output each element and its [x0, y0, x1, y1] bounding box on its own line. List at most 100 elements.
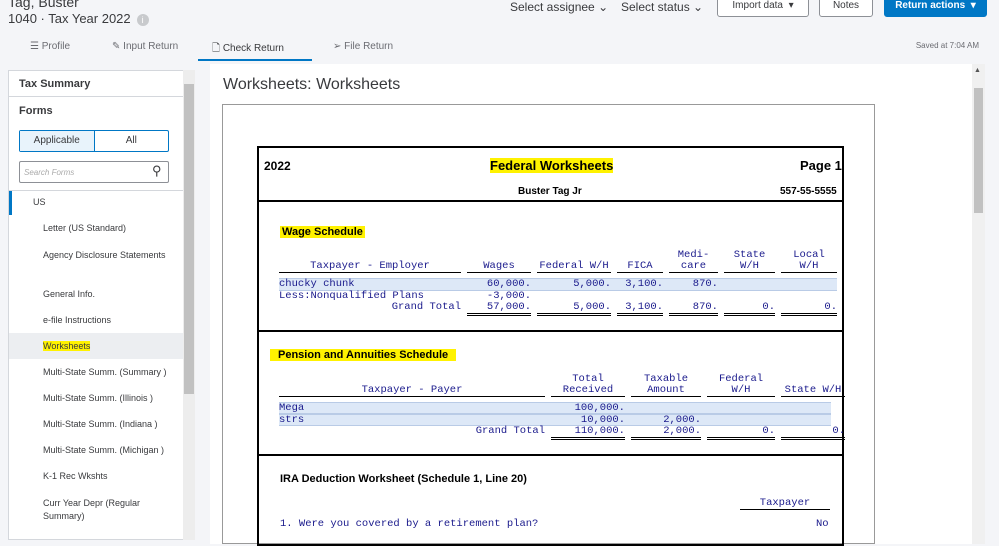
- divider: [257, 200, 844, 202]
- tax-summary-link[interactable]: Tax Summary: [19, 78, 91, 90]
- all-toggle[interactable]: All: [125, 135, 137, 146]
- applicable-toggle[interactable]: Applicable: [20, 131, 95, 151]
- col-header: Total Received: [551, 374, 625, 397]
- tab-profile[interactable]: ☰ Profile: [30, 41, 70, 61]
- cell: 0.: [707, 426, 775, 440]
- list-icon: ☰: [30, 41, 42, 52]
- saved-status: Saved at 7:04 AM: [915, 41, 979, 50]
- tab-check-return[interactable]: 🗋 Check Return: [198, 41, 312, 61]
- grand-total-row: Grand Total 57,000. 5,000. 3,100. 870. 0…: [279, 302, 837, 316]
- sidebar-item[interactable]: Letter (US Standard): [43, 223, 127, 233]
- cell: 3,100.: [617, 302, 663, 316]
- cell: [781, 415, 845, 425]
- col-header: Local W/H: [781, 250, 837, 273]
- client-name: Tag, Buster: [8, 0, 79, 10]
- cell: 870.: [669, 302, 718, 316]
- sidebar-scroll-thumb[interactable]: [184, 84, 194, 394]
- sidebar-item-label: Worksheets: [43, 341, 91, 351]
- doc-page: Page 1: [800, 158, 842, 173]
- sidebar-item[interactable]: Agency Disclosure Statements: [43, 250, 166, 260]
- sidebar-item[interactable]: Multi-State Summ. (Indiana ): [43, 419, 158, 429]
- pension-table: Taxpayer - Payer Total Received Taxable …: [279, 374, 845, 440]
- forms-heading: Forms: [19, 105, 53, 117]
- divider: [257, 454, 844, 456]
- send-icon: ➢: [333, 41, 345, 52]
- cell: 100,000.: [574, 402, 625, 414]
- status-select[interactable]: Select status ⌄: [621, 0, 703, 14]
- cell: [781, 403, 845, 413]
- wage-schedule-title: Wage Schedule: [280, 226, 365, 238]
- import-data-button[interactable]: Import data ▾: [717, 0, 809, 17]
- return-actions-label: Return actions: [895, 0, 966, 11]
- search-icon[interactable]: ⚲: [152, 163, 162, 178]
- cell: [724, 279, 781, 290]
- pension-schedule-title: Pension and Annuities Schedule: [270, 349, 457, 361]
- return-actions-button[interactable]: Return actions ▾: [884, 0, 987, 17]
- status-label: Select status: [621, 0, 690, 14]
- search-forms-input[interactable]: Search Forms: [19, 161, 169, 183]
- cell: [707, 403, 781, 413]
- cell: 0.: [781, 302, 837, 316]
- tab-label: File Return: [344, 41, 394, 52]
- import-label: Import data: [732, 0, 783, 11]
- taxpayer-name: Buster Tag Jr: [518, 186, 582, 197]
- tab-file-return[interactable]: ➢ File Return: [333, 41, 393, 61]
- scroll-up-icon[interactable]: ▲: [974, 67, 981, 74]
- cell: 5,000.: [537, 302, 611, 316]
- main-scroll-thumb[interactable]: [974, 88, 983, 213]
- cell: 60,000.: [486, 278, 531, 290]
- sidebar-item[interactable]: Multi-State Summ. (Michigan ): [43, 445, 165, 455]
- cell: 10,000.: [580, 414, 625, 426]
- cell: 5,000.: [573, 278, 611, 290]
- wage-table: Taxpayer - Employer Wages Federal W/H FI…: [279, 250, 837, 316]
- sidebar-item[interactable]: General Info.: [43, 289, 96, 299]
- col-header: Taxable Amount: [631, 374, 701, 397]
- active-indicator: [9, 191, 12, 215]
- cell: Mega: [279, 402, 305, 414]
- cell: Grand Total: [475, 425, 545, 437]
- cell: 3,100.: [625, 278, 663, 290]
- tab-input-return[interactable]: ✎ Input Return: [112, 41, 178, 61]
- cell: 0.: [724, 302, 775, 316]
- return-info: 1040 · Tax Year 2022 i: [8, 11, 149, 26]
- ira-col-header: Taxpayer: [740, 497, 830, 510]
- chevron-down-icon: ⌄: [693, 0, 704, 14]
- tab-label: Profile: [41, 41, 71, 52]
- chevron-down-icon: ⌄: [598, 0, 609, 14]
- caret-down-icon: ▾: [788, 0, 794, 11]
- table-row: Less:Nonqualified Plans -3,000.: [279, 291, 837, 302]
- grand-total-row: Grand Total 110,000. 2,000. 0. 0.: [279, 425, 845, 440]
- group-us[interactable]: US: [33, 197, 46, 207]
- page-title: Worksheets: Worksheets: [223, 76, 401, 93]
- col-header: Taxpayer - Employer: [279, 261, 461, 273]
- doc-heading: Federal Worksheets: [490, 158, 614, 173]
- assignee-select[interactable]: Select assignee ⌄: [510, 0, 608, 14]
- notes-button[interactable]: Notes: [819, 0, 873, 17]
- worksheet-box: [257, 146, 844, 546]
- pencil-icon: ✎: [112, 41, 124, 52]
- sidebar-item[interactable]: Multi-State Summ. (Summary ): [43, 367, 167, 377]
- sidebar-item-worksheets[interactable]: Worksheets: [9, 333, 183, 359]
- cell: -3,000.: [486, 290, 531, 302]
- ira-question-1: 1. Were you covered by a retirement plan…: [280, 518, 539, 530]
- cell: Less:Nonqualified Plans: [279, 290, 424, 302]
- info-icon[interactable]: i: [136, 13, 149, 26]
- cell: 110,000.: [551, 426, 625, 440]
- sidebar-item[interactable]: Multi-State Summ. (Illinois ): [43, 393, 154, 403]
- sidebar-item[interactable]: e-file Instructions: [43, 315, 112, 325]
- sidebar-item[interactable]: Curr Year Depr (Regular Summary): [43, 498, 141, 521]
- divider: [9, 96, 183, 97]
- tab-label: Input Return: [123, 41, 179, 52]
- divider: [257, 330, 844, 332]
- cell: 57,000.: [467, 302, 531, 316]
- col-header: Federal W/H: [707, 374, 775, 397]
- col-header: Taxpayer - Payer: [279, 385, 545, 397]
- cell: [781, 279, 837, 290]
- col-header: Wages: [467, 261, 531, 273]
- assignee-label: Select assignee: [510, 0, 595, 14]
- divider: [9, 190, 183, 191]
- table-row: strs 10,000. 2,000.: [279, 414, 831, 426]
- sidebar-item[interactable]: K-1 Rec Wkshts: [43, 471, 108, 481]
- caret-down-icon: ▾: [970, 0, 976, 11]
- ira-answer-1: No: [816, 518, 829, 530]
